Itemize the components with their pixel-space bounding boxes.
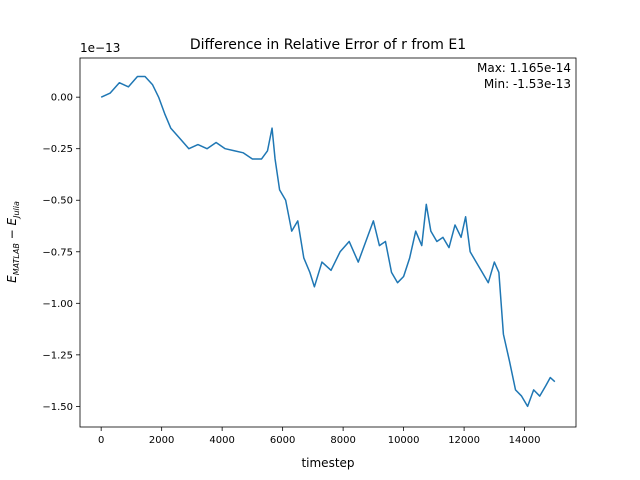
y-tick-label: −1.25 bbox=[42, 350, 73, 361]
y-axis: 0.00 −0.25 −0.50 −0.75 −1.00 −1.25 −1.50 bbox=[42, 93, 80, 413]
y-tick-label: −1.00 bbox=[42, 299, 73, 310]
plot-area bbox=[79, 57, 577, 428]
y-label-main-2: E bbox=[5, 217, 19, 225]
y-tick-label: −0.75 bbox=[42, 247, 73, 258]
y-label-sub-julia: Julia bbox=[12, 201, 21, 220]
x-axis-label: timestep bbox=[301, 456, 354, 470]
y-tick-label: −1.50 bbox=[42, 402, 73, 413]
x-axis: 0 2000 4000 6000 8000 10000 12000 14000 bbox=[98, 427, 541, 446]
x-tick-label: 10000 bbox=[388, 435, 420, 446]
annotation-max: Max: 1.165e-14 bbox=[477, 61, 571, 75]
y-label-sub-matlab: MATLAB bbox=[12, 243, 21, 275]
annotation-min: Min: -1.53e-13 bbox=[484, 77, 571, 91]
x-tick-label: 12000 bbox=[448, 435, 480, 446]
x-tick-label: 6000 bbox=[270, 435, 295, 446]
axis-offset-label: 1e−13 bbox=[80, 41, 120, 55]
x-tick-label: 14000 bbox=[509, 435, 541, 446]
y-axis-label: EMATLAB − EJulia bbox=[5, 201, 21, 283]
plot-background bbox=[80, 58, 576, 427]
x-tick-label: 4000 bbox=[209, 435, 234, 446]
y-tick-label: −0.25 bbox=[42, 144, 73, 155]
x-tick-label: 0 bbox=[98, 435, 104, 446]
y-label-main: E bbox=[5, 275, 19, 283]
y-tick-label: 0.00 bbox=[51, 93, 73, 104]
y-label-minus: − bbox=[5, 225, 19, 243]
plot-frame bbox=[79, 57, 577, 428]
x-tick-label: 2000 bbox=[149, 435, 174, 446]
x-tick-label: 8000 bbox=[330, 435, 355, 446]
y-tick-label: −0.50 bbox=[42, 196, 73, 207]
chart-title: Difference in Relative Error of r from E… bbox=[190, 37, 466, 53]
series-line bbox=[100, 75, 556, 408]
